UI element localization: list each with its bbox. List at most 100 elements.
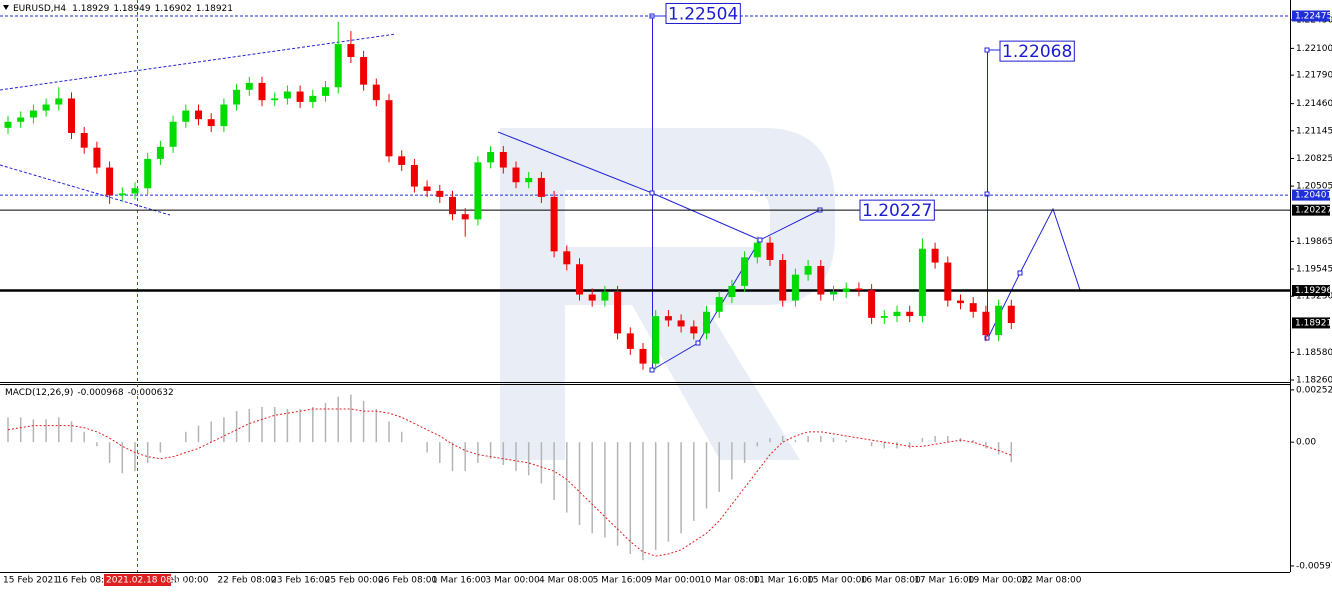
macd-signal: -0.000632 bbox=[128, 388, 174, 398]
y-tick-label: 1.19865 bbox=[1296, 237, 1332, 247]
projection-line bbox=[986, 207, 1081, 341]
x-tick-label: 22 Mar 08:00 bbox=[1021, 576, 1081, 586]
y-tick-label: -0.005977 bbox=[1296, 561, 1332, 571]
candle-body bbox=[766, 242, 774, 260]
candle-body bbox=[588, 294, 596, 301]
x-tick-label: 19 Mar 00:00 bbox=[968, 576, 1028, 586]
candle-body bbox=[360, 57, 368, 85]
y-tick-label: 0.00 bbox=[1296, 438, 1316, 448]
candle-body bbox=[410, 164, 418, 187]
candle-body bbox=[372, 84, 380, 101]
macd-main: -0.000968 bbox=[77, 388, 123, 398]
y-tick-label: 0.002525 bbox=[1296, 385, 1332, 395]
candle-body bbox=[182, 110, 190, 122]
header-open: 1.18929 bbox=[72, 4, 109, 14]
candle-body bbox=[537, 177, 545, 197]
candle-body bbox=[868, 290, 876, 318]
anchor-point bbox=[1017, 270, 1023, 276]
price-box bbox=[1292, 204, 1330, 216]
trend-line bbox=[0, 33, 397, 91]
x-tick-label: 22 Feb 08:00 bbox=[217, 576, 276, 586]
x-tick-label: 10 Mar 08:00 bbox=[700, 576, 760, 586]
candle-body bbox=[233, 89, 241, 105]
candle-body bbox=[550, 196, 558, 252]
y-tick-label: 1.19545 bbox=[1296, 265, 1332, 275]
anchor-point bbox=[984, 335, 990, 341]
x-tick-label: 15 Feb 2021 bbox=[3, 576, 59, 586]
candle-body bbox=[906, 311, 914, 317]
candle-body bbox=[779, 259, 787, 301]
y-tick-label: 1.21790 bbox=[1296, 71, 1332, 81]
candle-body bbox=[80, 133, 88, 148]
candle-body bbox=[817, 266, 825, 295]
annotation-box bbox=[999, 40, 1075, 62]
y-tick-label: 1.20505 bbox=[1296, 182, 1332, 192]
annotation-label: 1.22068 bbox=[1002, 42, 1072, 62]
x-tick-label: 15 Mar 00:00 bbox=[807, 576, 867, 586]
candle-body bbox=[601, 291, 609, 301]
signal-line bbox=[7, 408, 1012, 557]
x-tick-label: 25 Feb 00:00 bbox=[325, 576, 384, 586]
candle-body bbox=[449, 196, 456, 215]
candle-body bbox=[664, 316, 672, 321]
candle-body bbox=[995, 305, 1003, 336]
candle-body bbox=[385, 100, 393, 157]
candle-body bbox=[842, 288, 850, 292]
candle-body bbox=[156, 146, 164, 159]
candle-body bbox=[322, 87, 329, 96]
candle-body bbox=[487, 152, 495, 163]
price-box-label: 1.20401 bbox=[1295, 191, 1332, 201]
candle-body bbox=[512, 167, 520, 183]
candle-body bbox=[728, 285, 736, 298]
x-tick-label: 16 Feb 08:00 bbox=[57, 576, 116, 586]
candle-body bbox=[791, 274, 799, 301]
candle-body bbox=[207, 119, 215, 127]
anchor-point bbox=[984, 47, 990, 53]
price-box bbox=[1292, 317, 1330, 329]
annotation-box bbox=[859, 199, 935, 221]
chart-header: EURUSD,H4 1.18929 1.18949 1.16902 1.18921 bbox=[13, 4, 233, 14]
candle-body bbox=[957, 300, 964, 304]
macd-title: MACD(12,26,9) bbox=[5, 388, 73, 398]
anchor-point bbox=[695, 340, 701, 346]
candle-body bbox=[144, 158, 152, 189]
candle-body bbox=[55, 98, 63, 105]
x-tick-label: 17 Mar 16:00 bbox=[914, 576, 974, 586]
candle-body bbox=[944, 262, 952, 301]
candle-body bbox=[131, 188, 139, 194]
candle-body bbox=[195, 110, 202, 120]
candle-body bbox=[334, 44, 342, 88]
price-box bbox=[1292, 189, 1330, 201]
candle-body bbox=[1007, 305, 1015, 324]
candle-body bbox=[42, 104, 50, 111]
header-triangle bbox=[3, 5, 9, 10]
candle-body bbox=[715, 297, 723, 312]
header-close: 1.18921 bbox=[196, 4, 233, 14]
macd-header: MACD(12,26,9) -0.000968 -0.000632 bbox=[5, 388, 174, 398]
candle-body bbox=[474, 162, 482, 220]
trend-line bbox=[0, 164, 171, 216]
x-tick-label: 4 Mar 08:00 bbox=[539, 576, 594, 586]
header-low: 1.16902 bbox=[155, 4, 192, 14]
candle-body bbox=[753, 242, 761, 258]
frame bbox=[0, 0, 1291, 573]
candle-body bbox=[855, 288, 863, 291]
annotation-label: 1.22504 bbox=[668, 4, 738, 24]
y-tick-label: 1.18260 bbox=[1296, 376, 1332, 386]
candle-body bbox=[436, 190, 444, 197]
candle-body bbox=[677, 320, 685, 327]
candle-body bbox=[93, 147, 101, 168]
candle-body bbox=[271, 98, 279, 101]
candle-body bbox=[461, 214, 469, 220]
x-tick-label: 11 Mar 16:00 bbox=[753, 576, 813, 586]
candle-body bbox=[169, 121, 177, 147]
symbol: EURUSD,H4 bbox=[13, 4, 66, 14]
candle-body bbox=[68, 98, 75, 134]
candle-body bbox=[893, 311, 901, 317]
candle-body bbox=[296, 91, 304, 102]
header-high: 1.18949 bbox=[113, 4, 150, 14]
crosshair-label: 2021.02.18 08:00 bbox=[106, 576, 187, 586]
candle-body bbox=[880, 316, 888, 318]
candle-body bbox=[918, 248, 926, 317]
